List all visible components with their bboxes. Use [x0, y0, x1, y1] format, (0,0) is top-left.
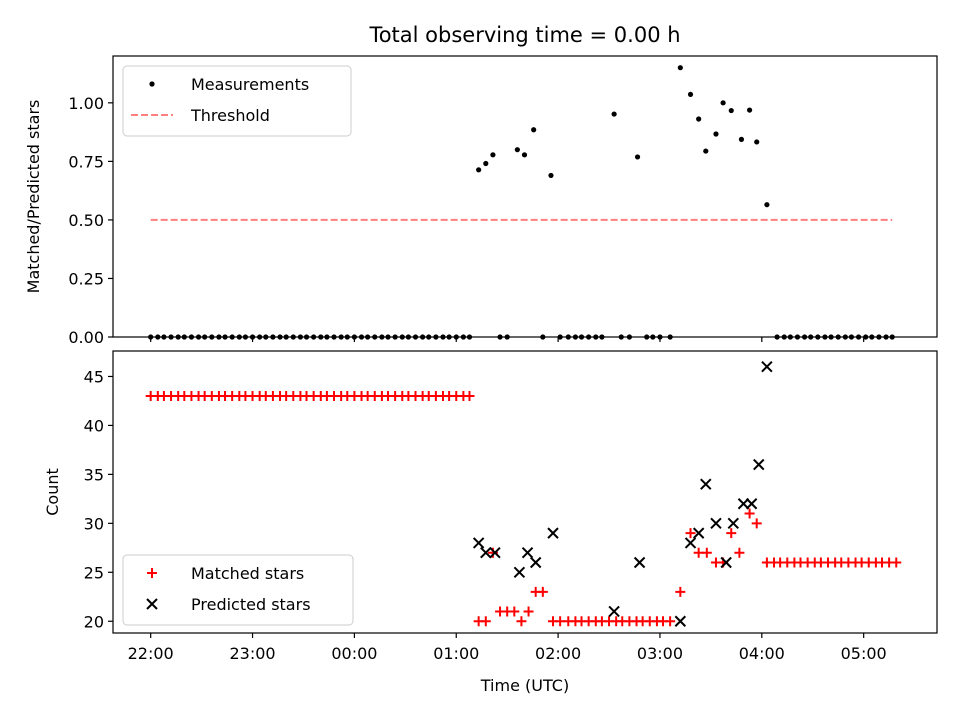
data-point	[728, 107, 734, 114]
x-tick-label: 01:00	[433, 644, 479, 663]
data-point	[746, 107, 753, 113]
data-point	[734, 547, 745, 558]
data-point	[726, 528, 737, 539]
data-point	[547, 527, 559, 539]
y-tick-label: 0.25	[68, 269, 104, 288]
data-point	[634, 154, 641, 160]
data-point	[674, 615, 687, 627]
x-tick-label: 05:00	[841, 644, 887, 663]
data-point	[480, 616, 491, 627]
y-tick-label: 20	[84, 612, 104, 631]
data-point	[738, 136, 745, 142]
data-point	[744, 508, 755, 519]
legend-swatch	[146, 598, 158, 610]
series-matched-stars	[145, 391, 902, 627]
x-tick-label: 02:00	[535, 644, 581, 663]
y-tick-label: 0.75	[68, 152, 104, 171]
data-point	[529, 556, 542, 569]
data-point	[713, 131, 719, 137]
data-point	[489, 547, 501, 559]
data-point	[523, 606, 534, 617]
bottom-panel: 20 25 30 35 40 45 22:00 23:00 00:00 01:00 02:00 03:…	[43, 350, 938, 663]
data-point	[464, 391, 475, 402]
data-point	[633, 556, 646, 569]
legend-label: Measurements	[191, 75, 309, 94]
x-tick-label: 00:00	[331, 644, 377, 663]
x-axis-label: Time (UTC)	[480, 676, 569, 695]
data-point	[611, 111, 617, 117]
x-tick-label: 22:00	[128, 644, 174, 663]
data-point	[513, 566, 526, 578]
data-point	[665, 616, 676, 627]
data-point	[710, 517, 722, 530]
y-axis-label: Count	[43, 468, 62, 516]
data-point	[703, 148, 709, 154]
top-panel: 0.00 0.25 0.50 0.75 1.00 Matched/Predicted st…	[24, 55, 938, 347]
y-tick-label: 25	[84, 563, 104, 582]
data-point	[685, 528, 696, 539]
y-tick-label: 0.50	[68, 211, 104, 230]
data-point	[509, 606, 520, 617]
data-point	[677, 65, 683, 71]
axes-frame	[112, 350, 938, 634]
data-point	[608, 605, 620, 618]
data-point	[514, 147, 520, 153]
legend-swatch	[149, 81, 155, 87]
data-point	[476, 167, 482, 173]
y-tick-label: 1.00	[68, 94, 104, 113]
data-point	[751, 518, 762, 529]
data-point	[548, 172, 554, 179]
legend-box	[122, 554, 354, 626]
data-point	[692, 527, 705, 539]
x-tick-label: 23:00	[229, 644, 275, 663]
legend-label: Threshold	[190, 106, 270, 125]
data-point	[696, 116, 702, 122]
legend-label: Predicted stars	[191, 595, 311, 614]
axes-frame	[112, 55, 938, 338]
y-tick-label: 35	[84, 465, 104, 484]
legend-box	[122, 65, 352, 137]
y-tick-label: 40	[84, 416, 104, 435]
data-point	[754, 139, 760, 145]
series-predicted-stars	[472, 360, 773, 627]
data-point	[700, 478, 712, 490]
data-point	[737, 498, 750, 510]
data-point	[687, 91, 694, 98]
data-point	[720, 556, 732, 569]
data-point	[531, 127, 537, 133]
data-point	[472, 537, 485, 549]
data-point	[521, 547, 534, 559]
data-point	[483, 160, 489, 167]
y-axis-label: Matched/Predicted stars	[24, 100, 43, 294]
data-point	[764, 202, 770, 208]
y-tick-label: 0.00	[68, 328, 104, 347]
data-point	[727, 517, 739, 530]
data-point	[891, 557, 902, 568]
data-point	[516, 616, 527, 627]
data-point	[761, 360, 773, 373]
legend-swatch	[147, 568, 157, 578]
data-point	[720, 100, 726, 106]
chart-title: Total observing time = 0.00 h	[368, 23, 680, 47]
legend: Measurements Threshold	[122, 65, 352, 137]
data-point	[753, 458, 765, 471]
data-point	[684, 537, 697, 549]
data-point	[480, 547, 492, 559]
y-tick-label: 45	[84, 367, 104, 386]
data-point	[745, 498, 758, 510]
y-tick-label: 30	[84, 514, 104, 533]
legend-label: Matched stars	[191, 564, 304, 583]
x-tick-label: 04:00	[739, 644, 785, 663]
data-point	[537, 586, 548, 597]
data-point	[701, 547, 712, 558]
data-point	[675, 586, 686, 597]
data-point	[490, 152, 496, 158]
x-tick-label: 03:00	[637, 644, 683, 663]
legend: Matched stars Predicted stars	[122, 554, 354, 626]
data-point	[521, 152, 528, 158]
